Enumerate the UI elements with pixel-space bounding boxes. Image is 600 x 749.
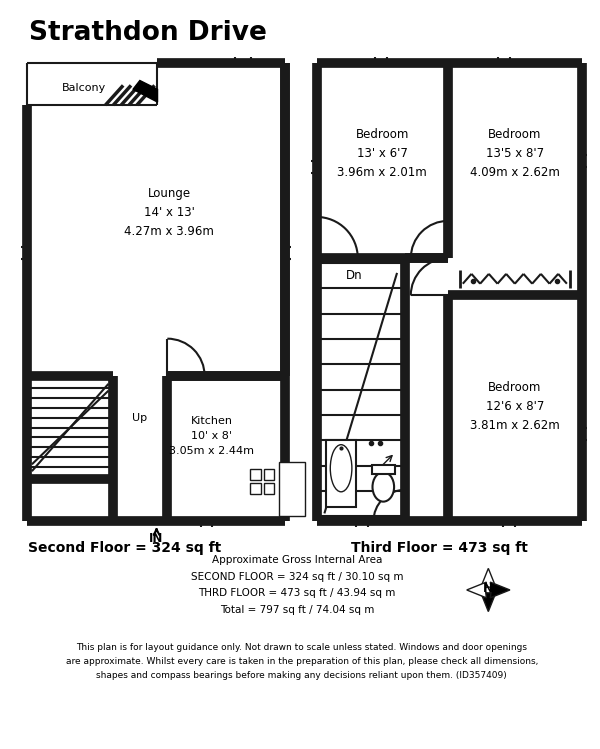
Polygon shape	[481, 592, 496, 612]
Text: Bedroom
12'6 x 8'7
3.81m x 2.62m: Bedroom 12'6 x 8'7 3.81m x 2.62m	[470, 381, 560, 432]
Text: Up: Up	[132, 413, 148, 423]
Text: Bedroom
13' x 6'7
3.96m x 2.01m: Bedroom 13' x 6'7 3.96m x 2.01m	[337, 127, 427, 179]
Text: Balcony: Balcony	[62, 83, 106, 94]
Text: Bedroom
13'5 x 8'7
4.09m x 2.62m: Bedroom 13'5 x 8'7 4.09m x 2.62m	[470, 127, 560, 179]
Polygon shape	[490, 582, 510, 598]
Bar	[326, 440, 356, 506]
Bar	[371, 465, 395, 474]
Polygon shape	[467, 582, 487, 598]
Text: Approximate Gross Internal Area
SECOND FLOOR = 324 sq ft / 30.10 sq m
THRD FLOOR: Approximate Gross Internal Area SECOND F…	[191, 556, 403, 615]
Polygon shape	[133, 80, 158, 102]
Polygon shape	[481, 568, 496, 588]
Text: Second Floor = 324 sq ft: Second Floor = 324 sq ft	[28, 541, 222, 555]
Bar	[250, 469, 260, 480]
Text: Kitchen
10' x 8'
3.05m x 2.44m: Kitchen 10' x 8' 3.05m x 2.44m	[169, 416, 254, 455]
Text: Lounge
14' x 13'
4.27m x 3.96m: Lounge 14' x 13' 4.27m x 3.96m	[124, 187, 214, 237]
Text: Strathdon Drive: Strathdon Drive	[29, 20, 266, 46]
Ellipse shape	[330, 445, 352, 492]
Text: Third Floor = 473 sq ft: Third Floor = 473 sq ft	[351, 541, 527, 555]
Text: This plan is for layout guidance only. Not drawn to scale unless stated. Windows: This plan is for layout guidance only. N…	[65, 643, 538, 680]
Bar	[263, 483, 274, 494]
Ellipse shape	[373, 472, 394, 502]
Text: N: N	[483, 583, 494, 595]
Text: IN: IN	[149, 533, 164, 545]
Text: Dn: Dn	[346, 270, 362, 282]
Bar	[250, 483, 260, 494]
Bar	[279, 462, 305, 516]
Bar	[263, 469, 274, 480]
